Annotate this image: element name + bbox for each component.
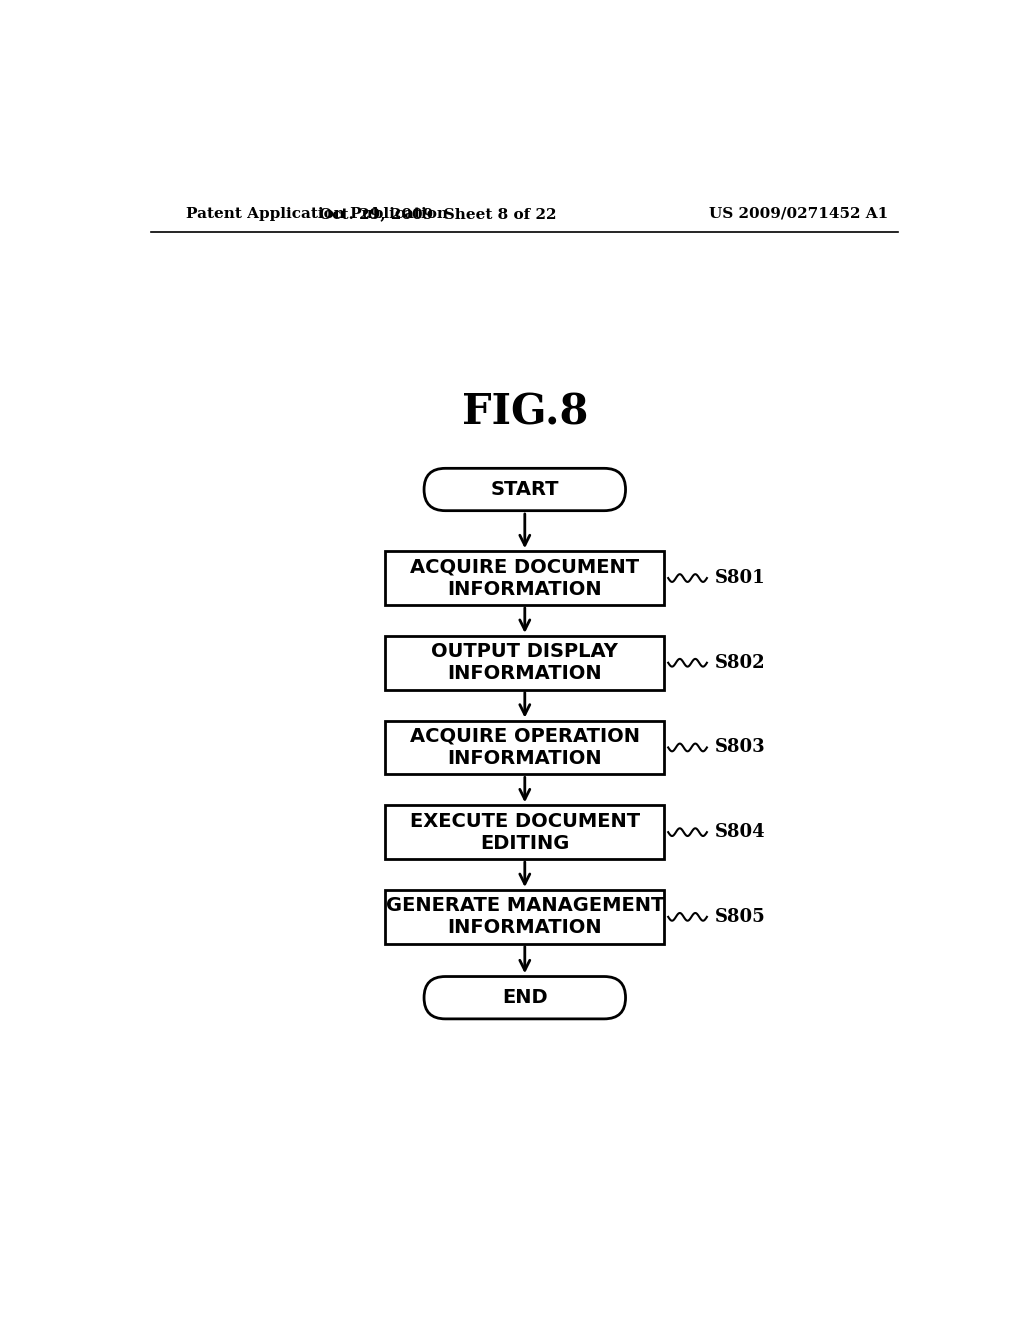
- Bar: [385, 636, 665, 689]
- Text: Oct. 29, 2009  Sheet 8 of 22: Oct. 29, 2009 Sheet 8 of 22: [319, 207, 557, 220]
- Text: S801: S801: [715, 569, 765, 587]
- Text: S805: S805: [715, 908, 765, 925]
- FancyBboxPatch shape: [424, 469, 626, 511]
- FancyBboxPatch shape: [424, 977, 626, 1019]
- Text: S802: S802: [715, 653, 765, 672]
- Text: US 2009/0271452 A1: US 2009/0271452 A1: [710, 207, 889, 220]
- Bar: [385, 552, 665, 605]
- Text: EXECUTE DOCUMENT
EDITING: EXECUTE DOCUMENT EDITING: [410, 812, 640, 853]
- Text: S804: S804: [715, 824, 765, 841]
- Text: ACQUIRE OPERATION
INFORMATION: ACQUIRE OPERATION INFORMATION: [410, 727, 640, 768]
- Text: Patent Application Publication: Patent Application Publication: [186, 207, 449, 220]
- Text: GENERATE MANAGEMENT
INFORMATION: GENERATE MANAGEMENT INFORMATION: [386, 896, 664, 937]
- Text: S803: S803: [715, 738, 765, 756]
- Text: OUTPUT DISPLAY
INFORMATION: OUTPUT DISPLAY INFORMATION: [431, 643, 618, 684]
- Bar: [385, 890, 665, 944]
- Text: FIG.8: FIG.8: [462, 392, 588, 433]
- Text: END: END: [502, 989, 548, 1007]
- Text: START: START: [490, 480, 559, 499]
- Bar: [385, 721, 665, 775]
- Text: ACQUIRE DOCUMENT
INFORMATION: ACQUIRE DOCUMENT INFORMATION: [411, 557, 639, 598]
- Bar: [385, 805, 665, 859]
